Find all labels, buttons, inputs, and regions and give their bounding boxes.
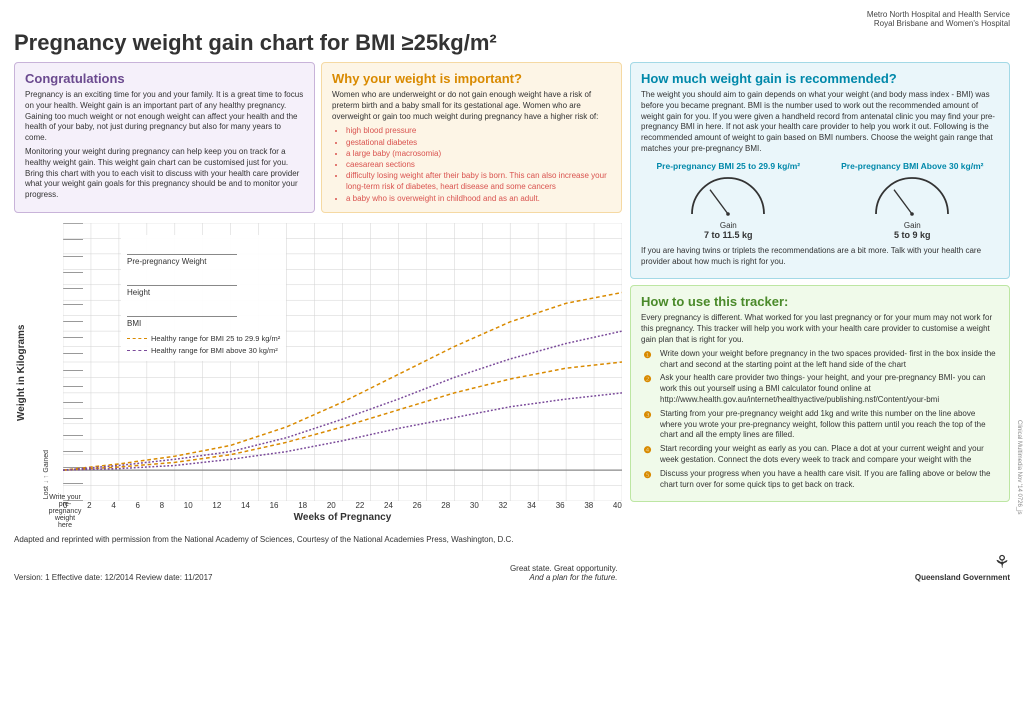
x-ticks: 0246810121416182022242628303234363840 <box>63 501 622 510</box>
x-axis-label: Weeks of Pregnancy <box>63 512 622 523</box>
y-axis-extra: Gained ↑ ↓ Lost <box>29 223 63 523</box>
congrats-box: Congratulations Pregnancy is an exciting… <box>14 62 315 213</box>
risk-list: high blood pressuregestational diabetesa… <box>346 125 611 203</box>
howuse-box: How to use this tracker: Every pregnancy… <box>630 285 1010 502</box>
why-heading: Why your weight is important? <box>332 71 611 86</box>
qld-logo: ⚘ Queensland Government <box>915 552 1010 582</box>
footer: Version: 1 Effective date: 12/2014 Revie… <box>14 552 1010 582</box>
chart-legend: Pre-pregnancy Weight Height BMI Healthy … <box>121 235 286 361</box>
credit-line: Adapted and reprinted with permission fr… <box>14 535 622 544</box>
gauge-bmi30: Pre-pregnancy BMI Above 30 kg/m² Gain 5 … <box>841 161 983 240</box>
pre-weight-label: Write your pre-pregnancy weight here <box>48 494 82 529</box>
howuse-heading: How to use this tracker: <box>641 294 999 309</box>
doc-ref: Clinical Multimedia Nov '14 0726_js <box>1016 420 1022 515</box>
y-axis-label: Weight in Kilograms <box>14 223 29 523</box>
weight-chart: Weight in Kilograms Gained ↑ ↓ Lost Pre-… <box>14 223 622 523</box>
gauge-bmi25: Pre-pregnancy BMI 25 to 29.9 kg/m² Gain … <box>657 161 801 240</box>
howmuch-heading: How much weight gain is recommended? <box>641 71 999 86</box>
org-header: Metro North Hospital and Health Service … <box>14 10 1010 28</box>
howmuch-box: How much weight gain is recommended? The… <box>630 62 1010 279</box>
congrats-heading: Congratulations <box>25 71 304 86</box>
page-title: Pregnancy weight gain chart for BMI ≥25k… <box>14 30 1010 56</box>
why-box: Why your weight is important? Women who … <box>321 62 622 213</box>
